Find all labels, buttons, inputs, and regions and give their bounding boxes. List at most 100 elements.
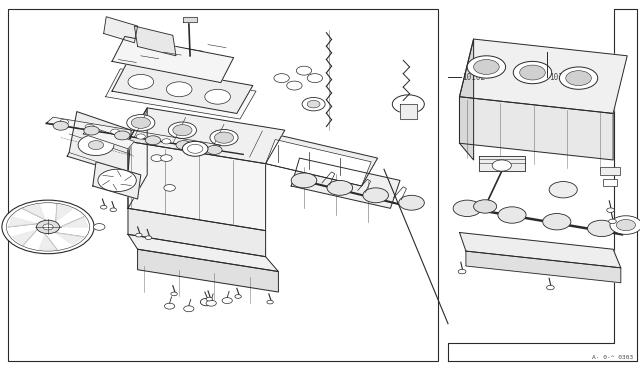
- Circle shape: [616, 219, 636, 231]
- Circle shape: [60, 119, 68, 125]
- Circle shape: [207, 145, 222, 154]
- Circle shape: [200, 298, 213, 306]
- Polygon shape: [61, 217, 88, 227]
- Circle shape: [274, 74, 289, 83]
- Polygon shape: [183, 17, 197, 22]
- Polygon shape: [134, 26, 176, 56]
- Circle shape: [474, 200, 497, 213]
- Circle shape: [136, 233, 142, 237]
- Circle shape: [588, 220, 616, 237]
- Polygon shape: [106, 69, 256, 119]
- Circle shape: [115, 131, 130, 140]
- Circle shape: [84, 126, 99, 135]
- Circle shape: [287, 81, 302, 90]
- Circle shape: [164, 185, 175, 191]
- Circle shape: [171, 292, 177, 296]
- Circle shape: [549, 182, 577, 198]
- Polygon shape: [56, 205, 73, 221]
- Polygon shape: [93, 162, 141, 199]
- Polygon shape: [291, 158, 400, 208]
- Polygon shape: [266, 136, 378, 186]
- Circle shape: [162, 139, 171, 144]
- Circle shape: [547, 285, 554, 290]
- Polygon shape: [128, 141, 266, 231]
- Circle shape: [128, 74, 154, 89]
- Circle shape: [131, 117, 150, 128]
- Polygon shape: [12, 230, 36, 245]
- Circle shape: [164, 303, 175, 309]
- Circle shape: [145, 136, 161, 145]
- Polygon shape: [56, 233, 84, 245]
- Circle shape: [85, 124, 94, 129]
- Circle shape: [363, 188, 388, 203]
- Polygon shape: [138, 249, 278, 292]
- Circle shape: [210, 129, 238, 146]
- Circle shape: [206, 297, 212, 301]
- Circle shape: [559, 67, 598, 89]
- Circle shape: [136, 134, 145, 139]
- Circle shape: [520, 65, 545, 80]
- Bar: [603, 179, 617, 186]
- Circle shape: [609, 219, 616, 224]
- Circle shape: [392, 95, 424, 113]
- Circle shape: [78, 135, 114, 155]
- Circle shape: [566, 71, 591, 86]
- Polygon shape: [400, 104, 417, 119]
- Circle shape: [302, 97, 325, 111]
- Circle shape: [610, 216, 640, 234]
- Polygon shape: [104, 17, 138, 43]
- Circle shape: [168, 122, 196, 138]
- Circle shape: [145, 236, 152, 240]
- Bar: [600, 167, 620, 175]
- Text: 10102: 10102: [462, 73, 485, 82]
- Circle shape: [399, 195, 424, 210]
- Circle shape: [88, 141, 104, 150]
- Circle shape: [173, 125, 192, 136]
- Circle shape: [296, 66, 312, 75]
- Circle shape: [327, 180, 353, 195]
- Polygon shape: [83, 126, 134, 149]
- Circle shape: [100, 205, 107, 209]
- Circle shape: [222, 298, 232, 304]
- Circle shape: [6, 203, 90, 251]
- Circle shape: [166, 82, 192, 97]
- Circle shape: [492, 160, 511, 171]
- Circle shape: [98, 169, 136, 192]
- Circle shape: [474, 60, 499, 74]
- Polygon shape: [128, 108, 285, 164]
- Polygon shape: [466, 251, 621, 283]
- Polygon shape: [448, 9, 637, 361]
- Circle shape: [184, 306, 194, 312]
- Circle shape: [161, 155, 172, 161]
- Circle shape: [543, 214, 571, 230]
- Circle shape: [151, 155, 163, 161]
- Circle shape: [291, 173, 317, 188]
- Circle shape: [498, 207, 526, 223]
- Circle shape: [127, 115, 155, 131]
- Bar: [8, 9, 438, 361]
- Polygon shape: [479, 156, 525, 171]
- Polygon shape: [460, 39, 627, 113]
- Polygon shape: [112, 63, 253, 113]
- Circle shape: [182, 141, 208, 156]
- Circle shape: [307, 74, 323, 83]
- Circle shape: [214, 132, 234, 143]
- Circle shape: [176, 141, 191, 150]
- Circle shape: [205, 89, 230, 104]
- Circle shape: [188, 144, 196, 149]
- Circle shape: [43, 224, 53, 230]
- Circle shape: [206, 300, 216, 306]
- Text: A· 0·^ 0303: A· 0·^ 0303: [593, 355, 634, 360]
- Polygon shape: [128, 234, 278, 272]
- Polygon shape: [23, 205, 45, 220]
- Circle shape: [2, 200, 94, 254]
- Polygon shape: [128, 108, 147, 208]
- Circle shape: [188, 144, 203, 153]
- Polygon shape: [266, 140, 371, 186]
- Circle shape: [458, 269, 466, 274]
- Text: 10103: 10103: [549, 73, 572, 81]
- Polygon shape: [67, 112, 131, 175]
- Circle shape: [453, 200, 481, 217]
- Circle shape: [93, 224, 105, 230]
- Circle shape: [110, 208, 116, 212]
